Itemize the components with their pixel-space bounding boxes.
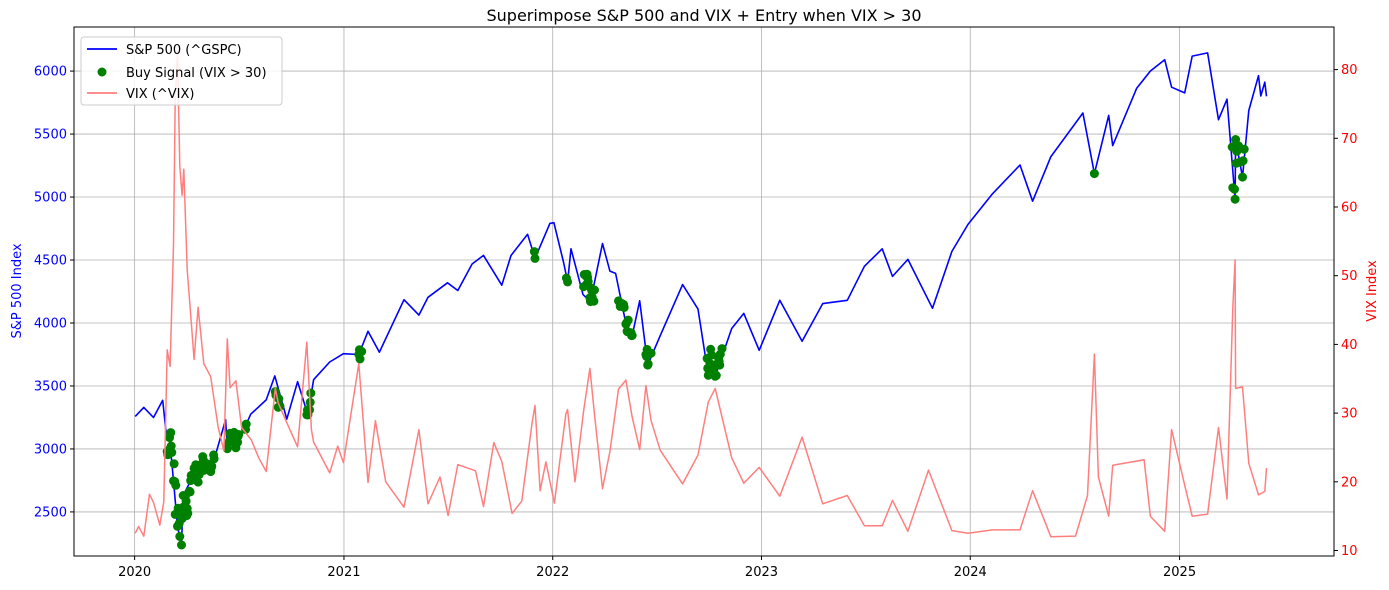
legend-label-buy: Buy Signal (VIX > 30) <box>126 66 267 81</box>
y-right-tick-label: 70 <box>1341 132 1358 147</box>
buy-signal-point <box>207 461 217 471</box>
buy-signal-point <box>589 296 599 306</box>
y-left-tick-label: 4500 <box>34 254 67 269</box>
buy-signal-point <box>193 477 203 487</box>
buy-signal-point <box>241 419 251 429</box>
legend: S&P 500 (^GSPC) Buy Signal (VIX > 30) VI… <box>80 36 283 106</box>
buy-signal-point <box>1230 184 1239 194</box>
buy-signal-point <box>166 441 176 451</box>
vix-line <box>134 50 1268 538</box>
buy-signal-point <box>306 388 316 398</box>
buy-signal-point <box>169 459 179 469</box>
buy-signal-point <box>355 354 365 364</box>
buy-signal-point <box>234 430 244 439</box>
buy-signal-point <box>1238 156 1248 166</box>
buy-signal-point <box>646 348 656 358</box>
buy-signal-point <box>619 303 629 312</box>
buy-signal-point <box>1230 194 1240 204</box>
legend-label-sp500: S&P 500 (^GSPC) <box>126 43 242 58</box>
y-left-tick-label: 6000 <box>34 65 67 80</box>
y-right-tick-label: 80 <box>1341 63 1358 78</box>
buy-signal-point <box>1239 144 1249 154</box>
y-right-tick-label: 40 <box>1341 338 1358 353</box>
y-right-tick-label: 50 <box>1341 269 1358 284</box>
x-tick-label: 2021 <box>327 565 360 580</box>
legend-box <box>80 36 283 106</box>
y-left-tick-label: 5500 <box>34 128 67 143</box>
buy-signal-point <box>530 253 540 263</box>
buy-signal-point <box>643 359 653 369</box>
y-right-tick-label: 60 <box>1341 200 1358 215</box>
buy-signal-markers <box>162 135 1249 550</box>
y-axis-left: 2500 3000 3500 4000 4500 5000 5500 6000 <box>34 65 74 520</box>
x-tick-label: 2022 <box>536 565 569 580</box>
axes-frame <box>73 26 1335 557</box>
buy-signal-point <box>707 350 717 360</box>
legend-label-vix: VIX (^VIX) <box>126 87 194 102</box>
buy-signal-point <box>175 532 185 541</box>
y-right-tick-label: 30 <box>1341 407 1358 422</box>
buy-signal-point <box>209 454 219 464</box>
buy-signal-point <box>711 371 721 380</box>
x-tick-label: 2024 <box>954 565 987 580</box>
y-axis-right: 10 20 30 40 50 60 70 80 <box>1334 63 1358 559</box>
buy-signal-point <box>590 285 599 295</box>
y-left-tick-label: 3500 <box>34 379 67 394</box>
buy-signal-point <box>305 405 315 415</box>
buy-signal-point <box>715 360 725 370</box>
buy-signal-point <box>181 496 191 506</box>
buy-signal-point <box>166 428 176 438</box>
chart-title: Superimpose S&P 500 and VIX + Entry when… <box>486 6 921 25</box>
y-right-tick-label: 20 <box>1341 475 1358 490</box>
x-axis: 2020 2021 2022 2023 2024 2025 <box>118 556 1196 580</box>
buy-signal-point <box>717 344 727 354</box>
buy-signal-point <box>529 247 539 257</box>
buy-signal-point <box>167 448 177 457</box>
y-axis-left-label: S&P 500 Index <box>10 243 25 338</box>
y-left-tick-label: 5000 <box>34 191 67 206</box>
buy-signal-point <box>1089 169 1099 179</box>
x-tick-label: 2025 <box>1163 565 1196 580</box>
grid <box>74 27 1334 556</box>
plot-area <box>134 50 1268 550</box>
buy-signal-point <box>185 487 195 497</box>
buy-signal-point <box>1238 172 1247 182</box>
buy-signal-point <box>171 480 181 490</box>
x-tick-label: 2020 <box>118 565 151 580</box>
buy-signal-point <box>177 540 186 550</box>
y-left-tick-label: 2500 <box>34 505 67 520</box>
buy-signal-point <box>183 508 193 518</box>
y-axis-right-label: VIX Index <box>1365 260 1380 322</box>
y-left-tick-label: 3000 <box>34 442 67 457</box>
buy-signal-point <box>623 315 633 325</box>
buy-signal-point <box>627 331 637 340</box>
y-left-tick-label: 4000 <box>34 316 67 331</box>
buy-signal-point <box>563 277 573 287</box>
y-right-tick-label: 10 <box>1341 544 1358 559</box>
buy-signal-point <box>357 347 367 356</box>
legend-swatch-buy <box>97 67 107 77</box>
x-tick-label: 2023 <box>745 565 778 580</box>
